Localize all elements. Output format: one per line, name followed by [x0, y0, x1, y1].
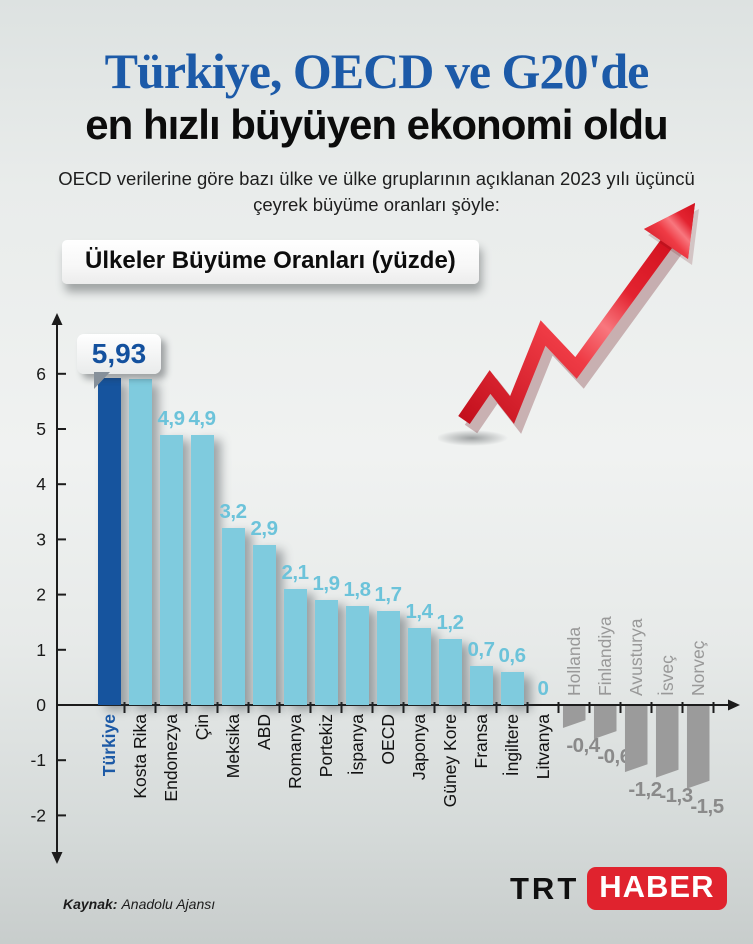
value-label: 1,4: [405, 599, 434, 623]
category-label: Meksika: [223, 714, 243, 779]
source-text: Anadolu Ajansı: [121, 896, 216, 912]
value-label: 0: [537, 677, 549, 700]
value-label: 3,2: [219, 500, 248, 524]
category-label: OECD: [378, 714, 398, 765]
trt-haber-logo: TRT HABER: [510, 867, 727, 910]
value-label: 1,7: [374, 583, 403, 607]
bar: [625, 706, 648, 772]
bar: [252, 544, 276, 705]
value-label: -0,4: [566, 734, 600, 758]
value-label: -1,2: [628, 778, 662, 802]
category-label: Güney Kore: [440, 714, 460, 808]
bar: [190, 434, 214, 705]
bar: [159, 434, 183, 705]
svg-text:-2: -2: [30, 805, 46, 825]
growth-arrow-icon: [438, 203, 699, 446]
category-label: Kosta Rika: [130, 714, 150, 799]
subtitle: OECD verilerine göre bazı ülke ve ülke g…: [58, 168, 695, 216]
bar: [438, 638, 462, 705]
value-label: 2,1: [281, 561, 310, 585]
value-label: -0,6: [597, 745, 631, 769]
bar: [469, 666, 493, 705]
category-label: Portekiz: [316, 714, 336, 778]
value-label: 1,2: [436, 610, 465, 634]
category-label: Hollanda: [564, 626, 584, 696]
bar: [656, 706, 679, 778]
chart-title-box: Ülkeler Büyüme Oranları (yüzde): [62, 240, 479, 284]
value-label: 0,6: [498, 643, 527, 667]
value-label: -1,5: [690, 794, 724, 818]
page-title-line1: Türkiye, OECD ve G20'de: [104, 43, 650, 99]
callout-turkiye-value: 5,93: [77, 334, 161, 389]
value-label: 0,7: [467, 638, 496, 662]
value-label: 2,9: [250, 516, 279, 540]
category-label: Avusturya: [626, 618, 646, 697]
category-label: Endonezya: [161, 714, 181, 802]
bar: [128, 379, 152, 705]
bar: [407, 627, 431, 705]
bar: [500, 671, 524, 705]
category-label: İspanya: [347, 714, 367, 776]
bar: [376, 611, 400, 705]
category-label: Türkiye: [99, 714, 119, 777]
logo-trt-text: TRT: [510, 870, 580, 906]
category-label: Finlandiya: [595, 616, 615, 696]
source-note: Kaynak: Anadolu Ajansı: [63, 896, 215, 912]
value-label: -1,3: [659, 783, 693, 807]
value-label: 1,9: [312, 572, 341, 596]
category-label: Romanya: [285, 714, 305, 789]
category-label: Japonya: [409, 714, 429, 781]
category-label: ABD: [254, 714, 274, 750]
svg-text:6: 6: [36, 364, 46, 384]
category-label: Fransa: [471, 714, 491, 769]
svg-text:4: 4: [36, 474, 46, 494]
logo-haber-badge: HABER: [587, 867, 727, 910]
svg-text:0: 0: [36, 695, 46, 715]
bar: [283, 589, 307, 705]
svg-text:3: 3: [36, 529, 46, 549]
page-title-line2: en hızlı büyüyen ekonomi oldu: [85, 101, 668, 148]
svg-text:-1: -1: [30, 750, 46, 770]
value-label: 4,9: [188, 406, 217, 430]
category-label: İngiltere: [502, 714, 522, 777]
category-label: Çin: [192, 714, 212, 741]
svg-text:2: 2: [36, 585, 46, 605]
category-label: İsveç: [657, 655, 677, 696]
bar: [345, 605, 369, 705]
svg-text:5: 5: [36, 419, 46, 439]
bar: [97, 377, 121, 705]
bar: [314, 600, 338, 705]
category-label: Norveç: [688, 640, 708, 696]
svg-text:1: 1: [36, 640, 46, 660]
bar: [687, 706, 710, 789]
source-label: Kaynak:: [63, 896, 118, 912]
value-label: 1,8: [343, 577, 372, 601]
bar: [221, 528, 245, 705]
bar: [594, 706, 617, 739]
value-label: 4,9: [157, 406, 186, 430]
